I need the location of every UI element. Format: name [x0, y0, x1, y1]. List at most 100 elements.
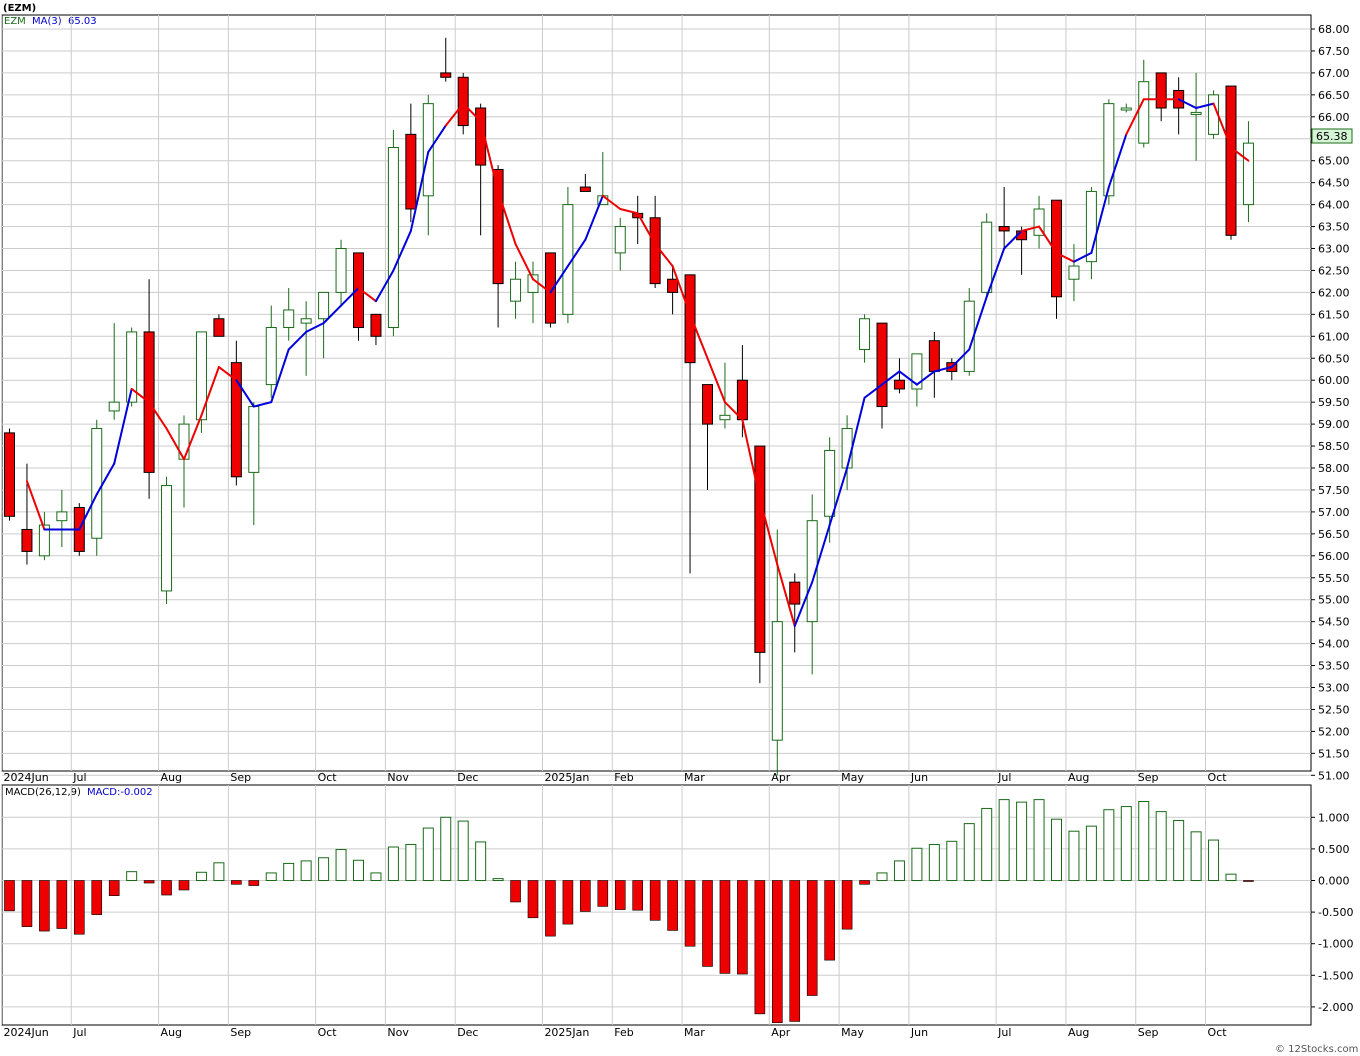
price-x-tick-label: 2024Jun: [4, 771, 49, 784]
ma-segment: [165, 427, 185, 461]
price-y-tick-label: 63.00: [1318, 243, 1350, 256]
price-y-tick-label: 52.50: [1318, 703, 1350, 716]
ma-segment: [1125, 98, 1145, 136]
macd-x-tick-label: Dec: [457, 1026, 478, 1039]
candle-body: [736, 379, 748, 421]
macd-bar-negative: [248, 880, 260, 886]
price-x-tick-label: Sep: [1138, 771, 1159, 784]
candle-body: [335, 248, 347, 293]
macd-bar-negative: [754, 880, 766, 1015]
ma-segment: [968, 295, 988, 351]
macd-bar-positive: [911, 847, 923, 882]
candle-body: [1068, 265, 1080, 280]
ma-segment: [985, 247, 1006, 298]
price-y-tick-label: 56.50: [1318, 528, 1350, 541]
macd-bar-positive: [387, 846, 399, 882]
candle-body: [841, 427, 853, 469]
macd-legend-value: MACD:-0.002: [87, 787, 153, 798]
macd-bar-positive: [946, 840, 958, 881]
candle-up: [161, 476, 173, 605]
macd-legend-label: MACD(26,12,9): [5, 787, 81, 798]
macd-bar-positive: [492, 878, 504, 882]
price-x-tick-label: May: [841, 771, 864, 784]
candle-body: [911, 353, 923, 390]
price-y-axis: 68.0067.5067.0066.5066.0065.5065.0064.50…: [1311, 23, 1350, 782]
watermark: © 12Stocks.com: [1275, 1044, 1358, 1055]
price-y-tick-label: 55.00: [1318, 594, 1350, 607]
ma-segment: [1072, 251, 1093, 263]
candle-body: [1138, 81, 1150, 144]
ma-segment: [706, 357, 726, 404]
macd-x-axis: 2024Jun Jul Aug Sep Oct Nov Dec 2025Jan Feb Mar Ap…: [4, 1026, 1228, 1039]
macd-y-tick-label: -2.000: [1318, 1001, 1353, 1014]
candle-down: [230, 340, 242, 486]
macd-bar-positive: [998, 799, 1010, 881]
macd-bar-negative: [614, 880, 626, 910]
macd-bar-negative: [510, 880, 521, 903]
ma-segment: [619, 207, 639, 215]
ma-segment: [1107, 133, 1128, 189]
ma-segment: [444, 102, 465, 127]
ma-segment: [183, 414, 203, 461]
price-panel: 68.0067.5067.0066.5066.0065.5065.0064.50…: [1, 14, 1353, 782]
macd-bar-positive: [1051, 818, 1062, 881]
price-y-tick-label: 59.50: [1318, 396, 1350, 409]
candle-down: [440, 37, 452, 82]
candle-body: [91, 427, 103, 539]
macd-x-tick-label: Jul: [72, 1026, 86, 1039]
candle-up: [981, 213, 993, 297]
price-x-tick-label: Jul: [997, 771, 1011, 784]
macd-bar-negative: [231, 880, 242, 885]
candle-down: [1051, 199, 1062, 319]
candle-up: [108, 323, 120, 420]
ma-segment: [723, 401, 744, 421]
candle-up: [91, 419, 103, 556]
ma-segment: [950, 348, 971, 369]
ma-legend-value: 65.03: [68, 16, 97, 27]
candle-up: [422, 94, 434, 236]
macd-bar-negative: [737, 880, 748, 975]
candle-up: [1138, 59, 1150, 148]
ma-segment: [130, 387, 151, 404]
macd-bar-positive: [1138, 801, 1150, 881]
price-y-tick-label: 58.50: [1318, 440, 1350, 453]
macd-bar-negative: [4, 880, 15, 912]
macd-x-tick-label: Mar: [684, 1026, 705, 1039]
macd-bar-positive: [353, 859, 364, 882]
candle-up: [126, 327, 138, 407]
price-y-tick-label: 59.00: [1318, 418, 1350, 431]
price-x-tick-label: Jul: [72, 771, 86, 784]
macd-bar-negative: [161, 880, 172, 896]
candle-up: [963, 288, 975, 376]
macd-bar-positive: [318, 857, 330, 881]
macd-bar-positive: [1103, 809, 1115, 881]
candle-body: [265, 327, 277, 386]
price-x-tick-label: Aug: [1068, 771, 1089, 784]
macd-bar-positive: [1068, 830, 1080, 881]
candle-down: [579, 173, 591, 192]
candle-up: [300, 301, 312, 376]
candle-up: [1242, 121, 1254, 223]
ma-segment: [1177, 98, 1198, 110]
ma-segment: [287, 330, 308, 351]
ma-segment: [479, 120, 500, 193]
macd-bar-negative: [632, 880, 644, 911]
macd-bar-positive: [265, 872, 277, 882]
ma-segment: [1055, 251, 1075, 263]
price-y-tick-label: 54.50: [1318, 616, 1350, 629]
ma-segment: [200, 366, 220, 417]
candle-body: [1155, 72, 1167, 109]
last-price-marker: 65.38: [1311, 128, 1353, 144]
candle-body: [108, 401, 120, 412]
candle-up: [1085, 187, 1097, 280]
macd-x-tick-label: Apr: [771, 1026, 791, 1039]
price-y-tick-label: 66.50: [1318, 89, 1350, 102]
ma-segment: [1212, 102, 1232, 149]
candle-up: [1033, 195, 1045, 249]
price-y-tick-label: 58.00: [1318, 462, 1350, 475]
price-x-tick-label: Mar: [684, 771, 705, 784]
price-y-tick-label: 51.50: [1318, 747, 1350, 760]
candle-body: [405, 133, 417, 210]
macd-bar-negative: [702, 880, 713, 967]
